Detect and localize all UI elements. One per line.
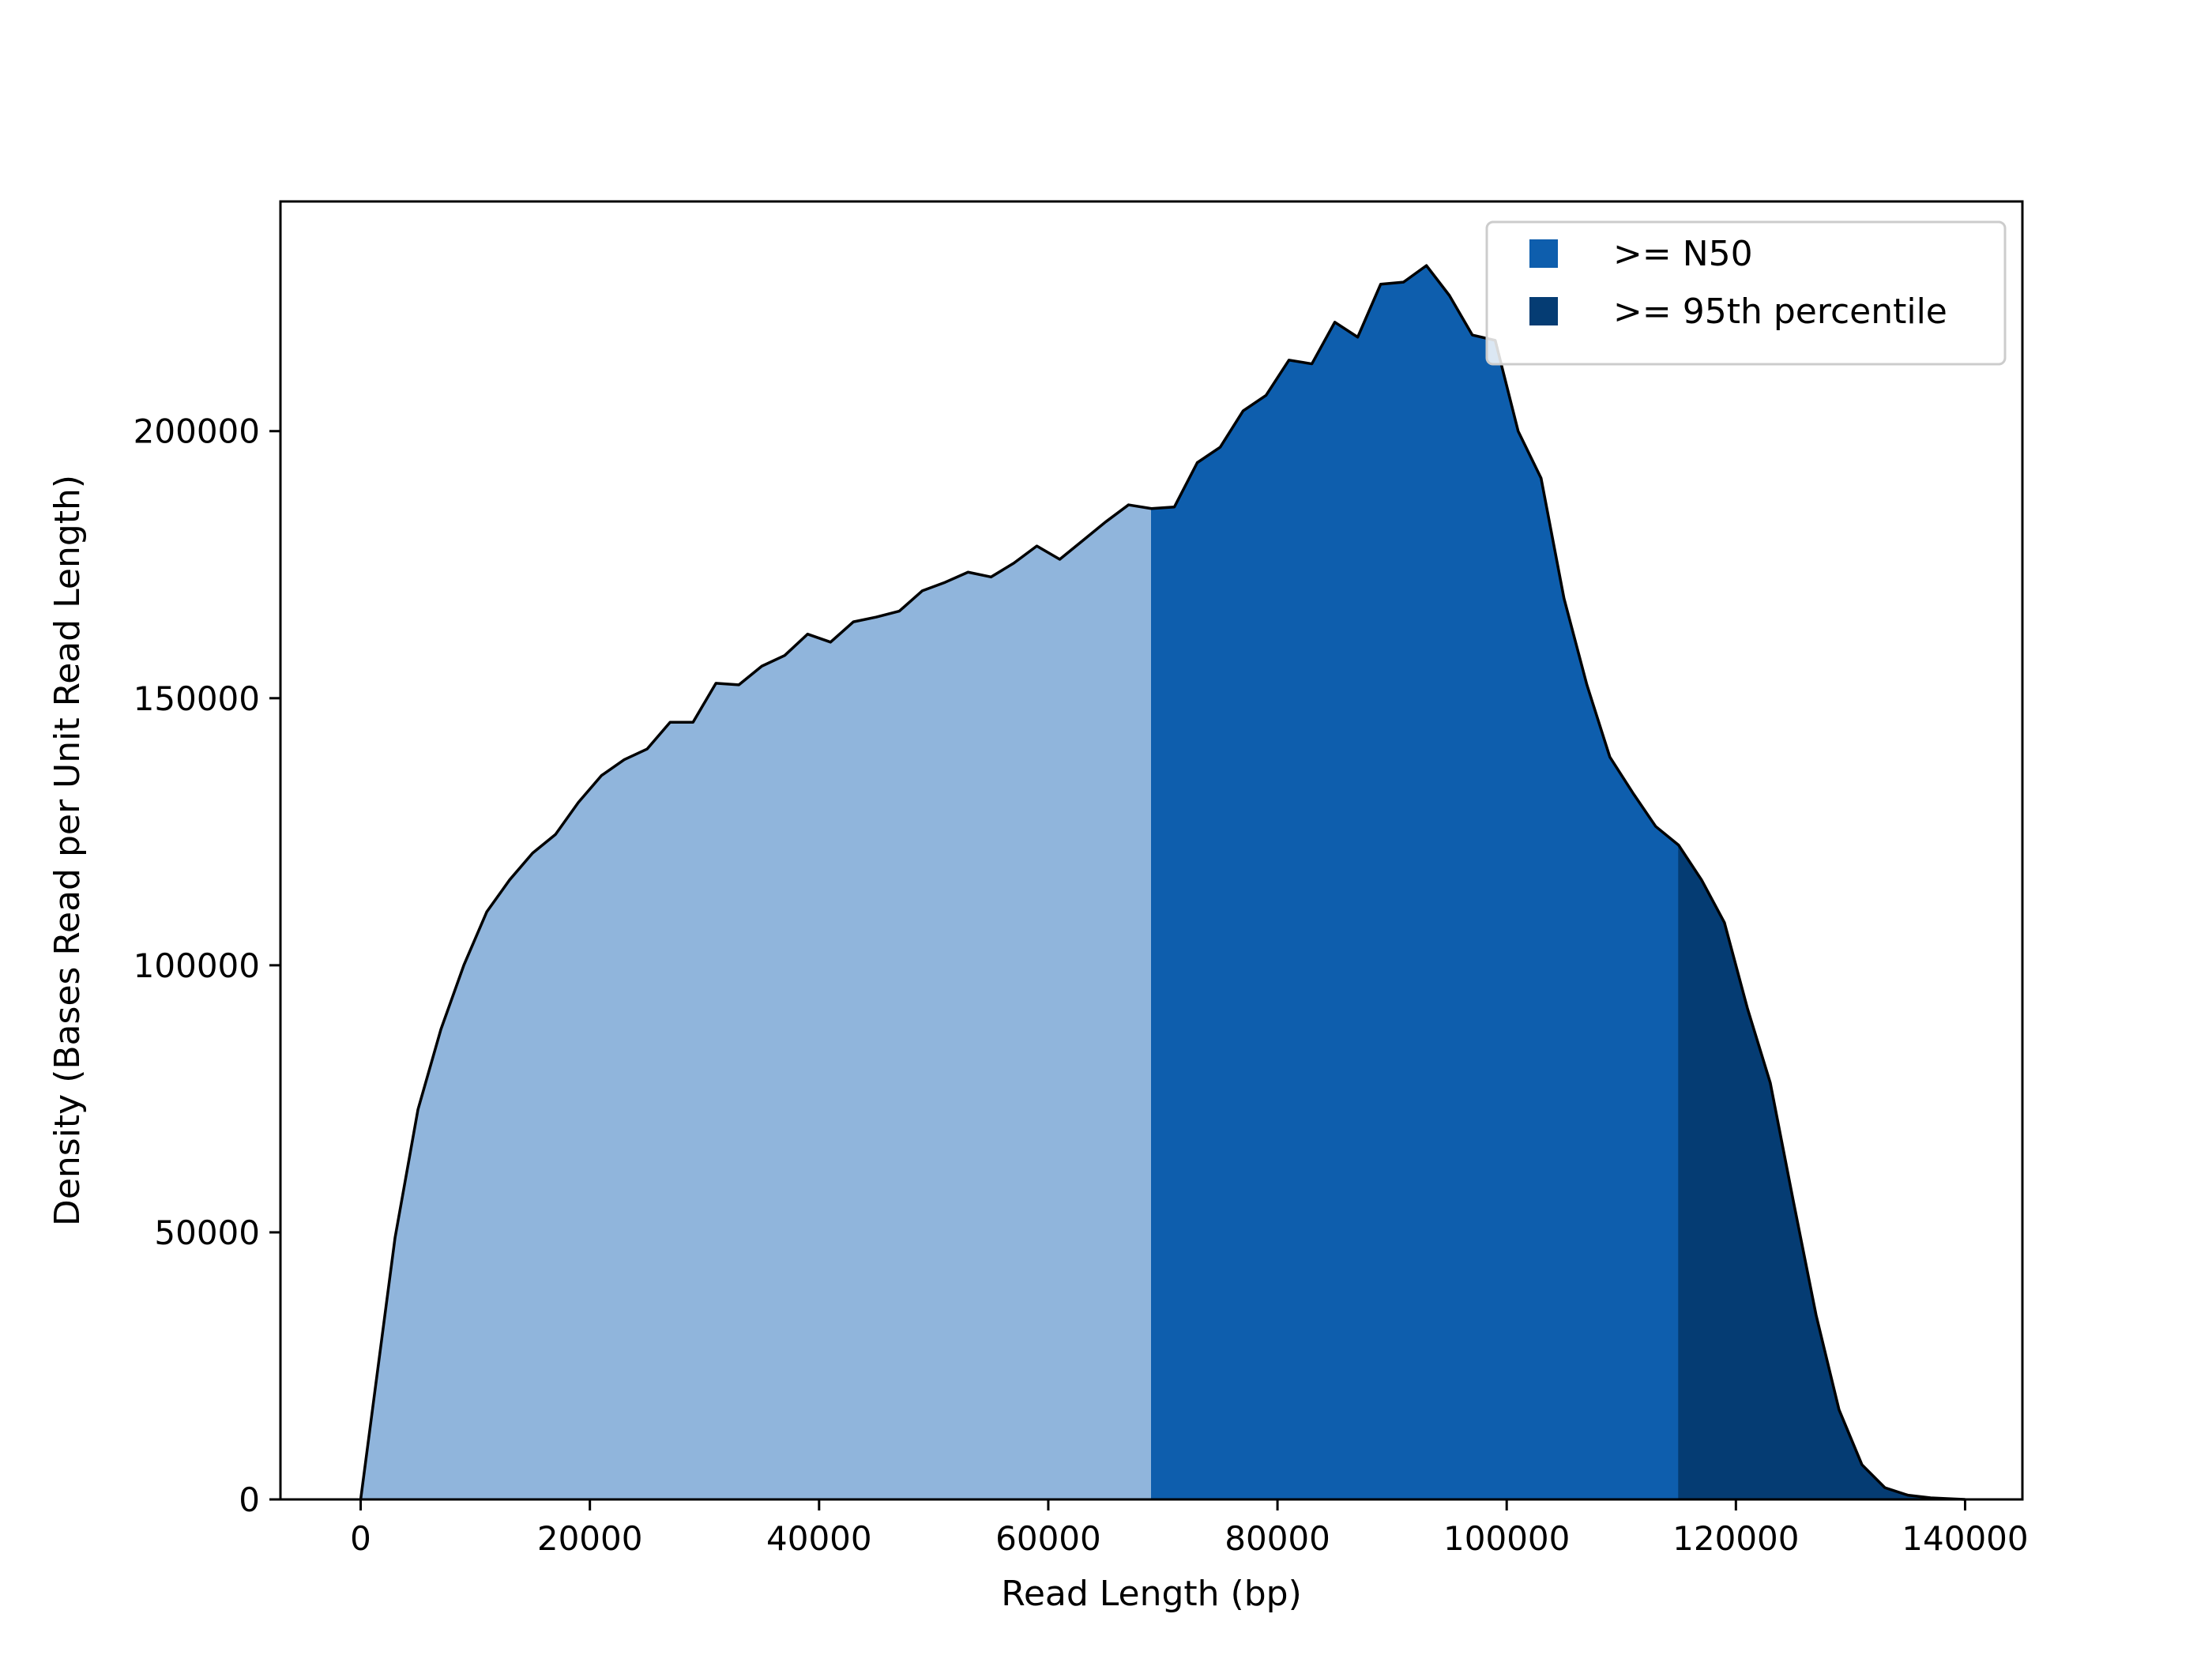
- x-axis: 0 20000 40000 60000 80000 100000 120000 140000: [350, 1499, 2029, 1558]
- y-tick-label: 200000: [134, 412, 260, 451]
- x-tick-label: 120000: [1672, 1519, 1799, 1558]
- x-tick-label: 0: [350, 1519, 371, 1558]
- x-axis-title: Read Length (bp): [1001, 1574, 1302, 1614]
- legend: >= N50 >= 95th percentile: [1485, 220, 2007, 366]
- legend-label: >= N50: [1613, 234, 1753, 274]
- x-tick-label: 100000: [1443, 1519, 1570, 1558]
- plot-frame: [279, 200, 2024, 1501]
- x-tick-label: 140000: [1902, 1519, 2028, 1558]
- y-tick-label: 100000: [134, 946, 260, 985]
- y-tick-label: 50000: [154, 1213, 260, 1252]
- legend-items: >= N50 >= 95th percentile: [1529, 234, 1947, 332]
- y-tick-label: 150000: [134, 679, 260, 718]
- y-axis-title: Density (Bases Read per Unit Read Length…: [47, 475, 88, 1226]
- density-curve: [359, 264, 1966, 1501]
- legend-swatch: [1529, 239, 1558, 268]
- legend-box: [1485, 220, 2007, 366]
- x-tick-label: 20000: [537, 1519, 643, 1558]
- x-tick-label: 60000: [995, 1519, 1101, 1558]
- area-region-2: [1151, 265, 1680, 1500]
- y-axis: 0 50000 100000 150000 200000: [134, 412, 280, 1519]
- legend-swatch: [1529, 297, 1558, 325]
- legend-label: >= 95th percentile: [1613, 292, 1947, 332]
- x-tick-label: 80000: [1224, 1519, 1330, 1558]
- density-area-fills: [359, 265, 1966, 1500]
- area-region-1: [359, 504, 1152, 1500]
- y-tick-label: 0: [239, 1480, 260, 1519]
- area-region-3: [1678, 844, 1966, 1500]
- x-tick-label: 40000: [766, 1519, 872, 1558]
